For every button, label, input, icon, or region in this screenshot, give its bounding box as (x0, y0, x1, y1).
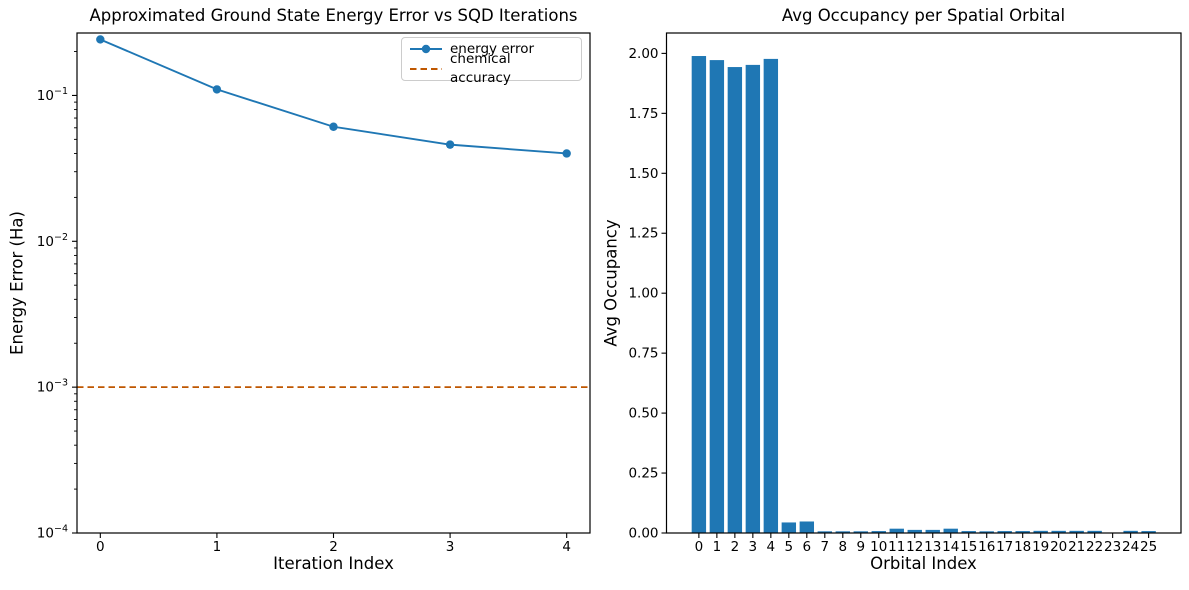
left-y-ticks: 10−1 10−2 10−3 10−4 (37, 51, 77, 542)
occupancy-bar (1015, 531, 1030, 533)
svg-text:15: 15 (960, 539, 977, 555)
right-y-ticks: 0.00 0.25 0.50 0.75 1.00 1.25 1.50 1.75 2.00 (628, 46, 667, 542)
left-axes: 0 1 2 3 4 10−1 10−2 10−3 10−4 (37, 32, 591, 555)
right-chart-title: Avg Occupancy per Spatial Orbital (781, 6, 1066, 25)
occupancy-bar (709, 60, 725, 533)
right-x-ticks: 0 1 2 3 4 5 6 7 8 9 10 11 12 13 14 15 16 17 18 19 20 21 22 23 24… (695, 533, 1157, 555)
occupancy-bar (889, 528, 904, 533)
svg-text:18: 18 (1014, 539, 1031, 555)
occupancy-bar (871, 531, 886, 533)
svg-text:3: 3 (446, 539, 455, 555)
occupancy-bar (727, 67, 743, 533)
svg-text:0: 0 (695, 539, 704, 555)
svg-text:0.50: 0.50 (628, 406, 658, 422)
svg-text:25: 25 (1140, 539, 1157, 555)
occupancy-bar (997, 531, 1012, 533)
left-axes-frame (76, 32, 591, 534)
svg-text:0.75: 0.75 (628, 346, 658, 362)
svg-text:14: 14 (942, 539, 959, 555)
svg-text:2: 2 (329, 539, 338, 555)
svg-text:10−2: 10−2 (37, 232, 68, 250)
svg-text:0.00: 0.00 (628, 526, 658, 542)
energy-error-point (329, 122, 338, 131)
left-y-axis-label: Energy Error (Ha) (7, 211, 27, 355)
svg-text:23: 23 (1104, 539, 1121, 555)
svg-text:22: 22 (1086, 539, 1103, 555)
svg-text:11: 11 (888, 539, 905, 555)
occupancy-bar (853, 531, 868, 533)
occupancy-bar (961, 531, 976, 533)
occupancy-bars (691, 56, 1156, 534)
occupancy-bar (1051, 530, 1066, 533)
svg-text:24: 24 (1122, 539, 1139, 555)
energy-error-point (96, 35, 105, 44)
occupancy-bar (1033, 530, 1048, 533)
svg-text:10−4: 10−4 (37, 524, 68, 542)
legend-label-chemical-accuracy: chemical accuracy (450, 51, 511, 86)
left-x-ticks: 0 1 2 3 4 (96, 533, 571, 555)
occupancy-bar (691, 56, 707, 534)
svg-text:1.25: 1.25 (628, 226, 658, 242)
right-axes-frame (665, 32, 1182, 534)
occupancy-bar (817, 531, 833, 533)
svg-text:21: 21 (1068, 539, 1085, 555)
svg-text:1: 1 (713, 539, 722, 555)
svg-text:0.25: 0.25 (628, 466, 658, 482)
svg-text:16: 16 (978, 539, 995, 555)
occupancy-bar (979, 531, 994, 533)
svg-text:13: 13 (924, 539, 941, 555)
occupancy-bar (835, 531, 850, 533)
svg-text:1.00: 1.00 (628, 286, 658, 302)
energy-error-point (562, 149, 571, 158)
svg-text:0: 0 (96, 539, 105, 555)
occupancy-bar (925, 529, 940, 533)
svg-text:1.50: 1.50 (628, 166, 658, 182)
right-x-axis-label: Orbital Index (870, 554, 977, 573)
svg-text:3: 3 (749, 539, 758, 555)
occupancy-bar (763, 58, 779, 533)
energy-error-point (212, 85, 222, 94)
svg-text:10−1: 10−1 (37, 86, 68, 104)
svg-text:10−3: 10−3 (37, 378, 68, 396)
svg-text:12: 12 (906, 539, 923, 555)
svg-text:1: 1 (213, 539, 222, 555)
occupancy-bar (1141, 531, 1156, 533)
svg-text:8: 8 (839, 539, 848, 555)
svg-text:2.00: 2.00 (628, 46, 658, 62)
legend-entry-energy-error: energy error (409, 40, 574, 59)
right-y-axis-label: Avg Occupancy (601, 219, 621, 347)
svg-text:2: 2 (731, 539, 740, 555)
occupancy-bar (781, 522, 797, 533)
svg-text:4: 4 (767, 539, 776, 555)
legend-label-energy-error: energy error (450, 40, 535, 57)
occupancy-bar (799, 521, 815, 533)
dashed-line-swatch-icon (410, 68, 442, 70)
occupancy-bar (1123, 530, 1138, 533)
svg-text:19: 19 (1032, 539, 1049, 555)
energy-error-point (445, 140, 455, 149)
svg-text:5: 5 (785, 539, 794, 555)
svg-text:20: 20 (1050, 539, 1067, 555)
occupancy-bar (943, 528, 958, 533)
legend-entry-chemical-accuracy: chemical accuracy (409, 51, 574, 86)
svg-text:10: 10 (870, 539, 887, 555)
left-x-axis-label: Iteration Index (273, 554, 394, 573)
occupancy-bar (1069, 530, 1084, 533)
right-axes: 0 1 2 3 4 5 6 7 8 9 10 11 12 13 14 15 16 17 18 19 20 21 22 23 24… (628, 32, 1182, 555)
svg-text:4: 4 (562, 539, 571, 555)
legend: energy error chemical accuracy (401, 37, 582, 86)
occupancy-bar (745, 64, 761, 534)
svg-text:17: 17 (996, 539, 1013, 555)
occupancy-bar (907, 529, 922, 533)
svg-text:7: 7 (821, 539, 830, 555)
left-chart-title: Approximated Ground State Energy Error v… (89, 6, 578, 25)
svg-text:1.75: 1.75 (628, 106, 658, 122)
svg-text:6: 6 (803, 539, 812, 555)
occupancy-bar (1087, 530, 1102, 533)
svg-text:9: 9 (856, 539, 865, 555)
line-marker-swatch-icon (410, 44, 442, 54)
